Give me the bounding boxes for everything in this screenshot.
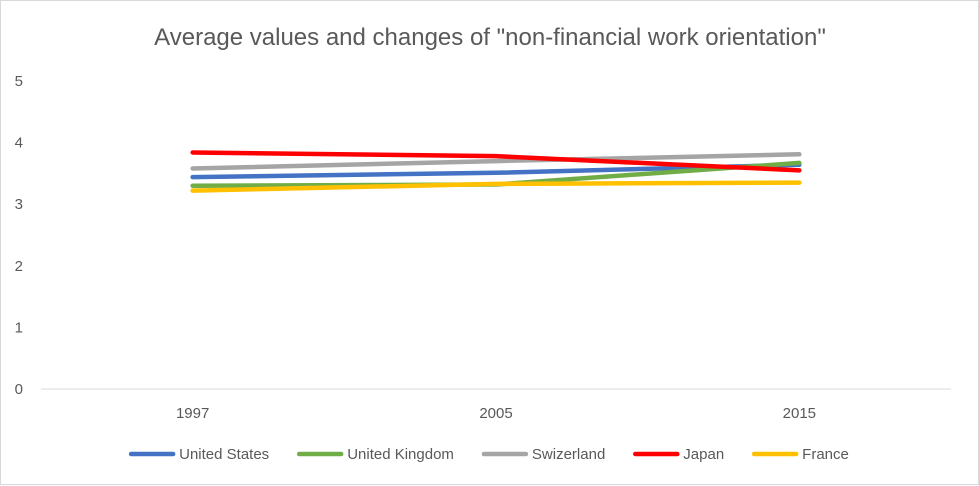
legend-label: United Kingdom (347, 446, 454, 463)
legend-label: Japan (683, 446, 724, 463)
legend-label: Swizerland (532, 446, 605, 463)
legend-label: United States (179, 446, 269, 463)
series-lines (190, 150, 802, 193)
legend: United States United Kingdom Swizerland Jap… (128, 446, 849, 463)
chart-title: Average values and changes of "non-finan… (154, 24, 826, 51)
series-line-swizerland (190, 152, 802, 171)
legend-label: France (802, 446, 849, 463)
y-axis-ticks: 0 1 2 3 4 5 (15, 73, 23, 398)
y-tick-label: 4 (15, 135, 23, 152)
series-line-japan (190, 150, 802, 173)
y-tick-label: 2 (15, 258, 23, 275)
y-tick-label: 1 (15, 319, 23, 336)
x-axis-ticks: 1997 2005 2015 (176, 405, 816, 422)
y-tick-label: 3 (15, 196, 23, 213)
x-tick-label: 1997 (176, 405, 209, 422)
x-tick-label: 2015 (783, 405, 816, 422)
x-tick-label: 2005 (479, 405, 512, 422)
series-line-france (190, 180, 802, 193)
y-tick-label: 0 (15, 381, 23, 398)
y-tick-label: 5 (15, 73, 23, 90)
